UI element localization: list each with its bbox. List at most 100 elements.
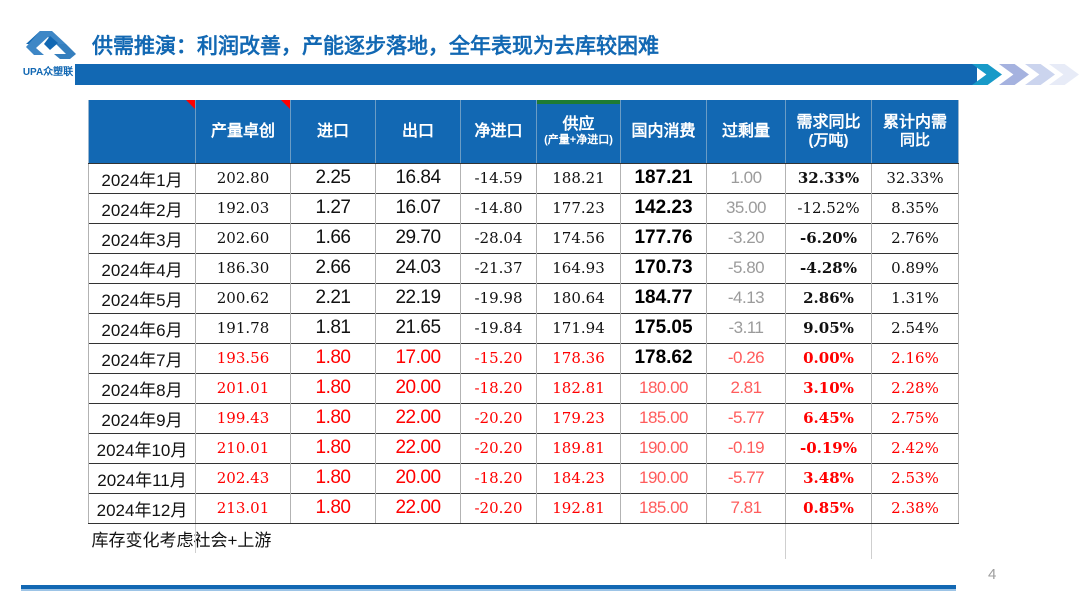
table-cell: 22.19 — [375, 282, 461, 313]
table-cell: 2024年9月 — [88, 402, 196, 433]
table-cell: 2.66 — [290, 252, 376, 283]
table-row: 2024年1月 202.80 2.25 16.84 -14.59 188.21 187.21… — [88, 162, 959, 193]
table-cell: 16.84 — [375, 162, 461, 193]
column-header-label: 净进口 — [474, 122, 523, 140]
table-cell: 186.30 — [195, 252, 291, 283]
table-cell: 21.65 — [375, 312, 461, 343]
table-cell: 1.27 — [290, 192, 376, 223]
table-cell: -28.04 — [460, 222, 537, 253]
column-header-label: 进口 — [316, 122, 349, 140]
table-cell: 1.80 — [290, 342, 376, 373]
table-cell: 200.62 — [195, 282, 291, 313]
gridline — [195, 524, 196, 553]
table-cell: 202.60 — [195, 222, 291, 253]
comment-marker-icon — [186, 100, 195, 109]
table-row: 2024年2月 192.03 1.27 16.07 -14.80 177.23 142.23… — [88, 192, 959, 223]
table-row: 2024年6月 191.78 1.81 21.65 -19.84 171.94 175.05… — [88, 312, 959, 343]
table-cell: 22.00 — [375, 492, 461, 524]
table-cell: -5.80 — [706, 252, 786, 283]
table-cell: 188.21 — [536, 162, 621, 193]
table-cell: 210.01 — [195, 432, 291, 463]
table-cell: 1.66 — [290, 222, 376, 253]
table-cell: 182.81 — [536, 372, 621, 403]
table-cell: 3.48% — [785, 462, 872, 493]
table-cell: 1.81 — [290, 312, 376, 343]
table-cell: 178.36 — [536, 342, 621, 373]
table-cell: 1.80 — [290, 492, 376, 524]
table-cell: 2.53% — [871, 462, 959, 493]
title-underline-bar — [75, 64, 977, 85]
table-cell: 202.43 — [195, 462, 291, 493]
table-cell: 190.00 — [620, 462, 707, 493]
table-cell: 179.23 — [536, 402, 621, 433]
column-header-label: 出口 — [401, 122, 434, 140]
upa-logo-icon — [26, 31, 76, 59]
table-footer-row: 库存变化考虑社会+上游 — [88, 523, 959, 553]
column-header: 出口 — [375, 100, 461, 164]
table-cell: 185.00 — [620, 492, 707, 524]
table-cell: 3.10% — [785, 372, 872, 403]
table-cell: 9.05% — [785, 312, 872, 343]
table-cell: -20.20 — [460, 402, 537, 433]
column-header-label: 过剩量 — [721, 122, 770, 140]
table-cell: 1.80 — [290, 432, 376, 463]
table-cell: 2024年11月 — [88, 462, 196, 493]
table-cell: 35.00 — [706, 192, 786, 223]
chevron-right-icon — [999, 64, 1029, 85]
table-cell: -20.20 — [460, 492, 537, 524]
table-cell: -4.28% — [785, 252, 872, 283]
column-header: 进口 — [290, 100, 376, 164]
column-header-label: 累计内需 — [882, 113, 947, 131]
table-cell: 180.64 — [536, 282, 621, 313]
table-cell: -0.26 — [706, 342, 786, 373]
table-cell: -0.19 — [706, 432, 786, 463]
table-cell: 1.00 — [706, 162, 786, 193]
table-cell: 1.31% — [871, 282, 959, 313]
table-cell: 32.33% — [871, 162, 959, 193]
column-header-label: 需求同比 — [796, 113, 861, 131]
table-row: 2024年4月 186.30 2.66 24.03 -21.37 164.93 170.73… — [88, 252, 959, 283]
table-cell: 2.75% — [871, 402, 959, 433]
chevron-right-icon — [972, 64, 1002, 85]
table-cell: -20.20 — [460, 432, 537, 463]
table-cell: 2.28% — [871, 372, 959, 403]
table-row: 2024年11月 202.43 1.80 20.00 -18.20 184.23 190.0… — [88, 462, 959, 493]
table-cell: 180.00 — [620, 372, 707, 403]
comment-marker-icon — [281, 100, 290, 109]
supply-demand-table: 产量卓创 进口 出口 净进口 供应 (产量+净进口) 国内消费 过剩量 需求同比 (万吨) 累计内需… — [88, 100, 959, 553]
table-cell: 2024年5月 — [88, 282, 196, 313]
table-cell: 2024年4月 — [88, 252, 196, 283]
table-cell: 1.80 — [290, 402, 376, 433]
table-cell: -6.20% — [785, 222, 872, 253]
column-header — [88, 100, 196, 164]
table-cell: 171.94 — [536, 312, 621, 343]
table-cell: 2024年3月 — [88, 222, 196, 253]
table-cell: -5.77 — [706, 402, 786, 433]
page-number: 4 — [988, 566, 997, 583]
column-header-sublabel: (万吨) — [808, 131, 849, 149]
table-cell: 192.81 — [536, 492, 621, 524]
bottom-divider — [21, 585, 956, 591]
table-row: 2024年8月 201.01 1.80 20.00 -18.20 182.81 180.00… — [88, 372, 959, 403]
gridline — [871, 524, 872, 559]
table-row: 2024年12月 213.01 1.80 22.00 -20.20 192.81 185.0… — [88, 492, 959, 524]
table-cell: 178.62 — [620, 342, 707, 373]
column-header-label: 国内消费 — [631, 122, 696, 140]
table-cell: 0.89% — [871, 252, 959, 283]
table-cell: 0.00% — [785, 342, 872, 373]
column-header: 供应 (产量+净进口) — [536, 100, 621, 164]
table-cell: 2024年7月 — [88, 342, 196, 373]
table-cell: 20.00 — [375, 372, 461, 403]
table-cell: 2024年2月 — [88, 192, 196, 223]
table-cell: -14.80 — [460, 192, 537, 223]
column-header: 产量卓创 — [195, 100, 291, 164]
table-cell: 2.38% — [871, 492, 959, 524]
table-cell: 202.80 — [195, 162, 291, 193]
table-cell: 192.03 — [195, 192, 291, 223]
table-row: 2024年7月 193.56 1.80 17.00 -15.20 178.36 178.62… — [88, 342, 959, 373]
table-header-row: 产量卓创 进口 出口 净进口 供应 (产量+净进口) 国内消费 过剩量 需求同比 (万吨) 累计内需… — [88, 100, 959, 164]
column-header-label: 供应 — [562, 116, 595, 134]
table-cell: 6.45% — [785, 402, 872, 433]
table-cell: 187.21 — [620, 162, 707, 193]
